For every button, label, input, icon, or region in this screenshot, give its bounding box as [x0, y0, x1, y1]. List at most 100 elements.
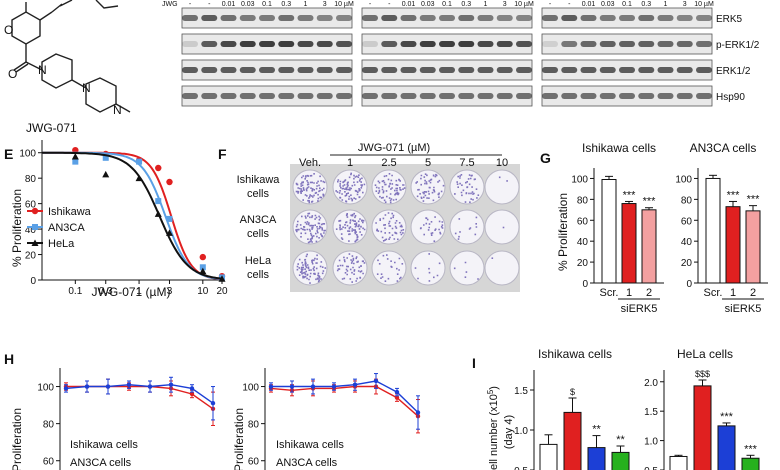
panel-i-y-tick-label: 0.5: [514, 466, 528, 470]
panel-e-y-tick-label: 60: [25, 200, 37, 211]
blot-band: [619, 67, 635, 73]
panel-e-x-tick-label: 1: [136, 286, 142, 297]
blot-band: [362, 41, 378, 47]
panel-letter-f: F: [218, 146, 227, 162]
panel-i-y-tick-label: 1.5: [644, 407, 658, 418]
panel-h-y-tick-label: 100: [242, 383, 259, 394]
panel-h-plots: 100 80 60 100 80 60: [37, 368, 421, 470]
blot-band: [259, 15, 275, 21]
blot-lane-prefix: JWG: [162, 1, 178, 8]
blot-band: [182, 15, 198, 21]
panel-e-point: [155, 198, 162, 205]
amide-n-label: N: [38, 63, 47, 77]
panel-i-significance: **: [616, 434, 625, 446]
blot-band: [657, 41, 674, 47]
blot-band: [278, 15, 295, 21]
methoxy-label: O: [4, 23, 13, 37]
panel-f-plate: [449, 209, 485, 245]
panel-h-left-ylabel: Proliferation: [10, 408, 24, 470]
panel-e-x-tick-label: 0.3: [99, 286, 113, 297]
panel-g-bar: [641, 209, 657, 284]
blot-lane-label: 0.01: [402, 1, 416, 8]
panel-g-bar: [705, 177, 721, 284]
blot-band: [561, 15, 578, 21]
panel-e-point: [165, 229, 173, 236]
blot-band: [182, 67, 198, 73]
blot-band: [496, 15, 513, 21]
blot-band: [381, 41, 398, 47]
panel-e-point: [218, 275, 226, 282]
panel-f-colonies: [295, 173, 326, 204]
panel-g-y-tick-label: 0: [582, 279, 588, 290]
blot-lane-label: 0.03: [601, 1, 615, 8]
blot-lane-label: 3: [683, 1, 687, 8]
blot-band: [201, 93, 218, 99]
blot-band: [676, 41, 693, 47]
panel-e-legend-marker: [32, 224, 38, 230]
panel-g-title: AN3CA cells: [690, 141, 757, 155]
blot-lane-label: 1: [484, 1, 488, 8]
blot-band: [259, 93, 275, 99]
blot-band: [220, 93, 237, 99]
blot-band: [439, 41, 455, 47]
panel-h-y-tick-label: 80: [43, 420, 55, 431]
panel-g-y-tick-label: 40: [577, 237, 589, 248]
blot-lane-label: -: [388, 1, 391, 8]
panel-f-column-label: Veh.: [299, 157, 321, 169]
panel-i-plots: Ishikawa cells 0.5 1.0 1.5 $ ** ** HeLa cells 0.…: [514, 347, 760, 470]
panel-g-y-tick-label: 40: [681, 237, 693, 248]
blot-lane-label: 0.3: [461, 1, 471, 8]
panel-h-y-tick-label: 80: [248, 420, 260, 431]
panel-i-bar: [611, 451, 630, 470]
panel-i-y-tick-label: 2.0: [644, 378, 658, 389]
blot-band: [316, 93, 333, 99]
panel-i-bar: [539, 443, 558, 470]
blot-row-label: Hsp90: [716, 92, 745, 103]
blot-lane-label: 10 µM: [694, 1, 714, 8]
blot-band: [182, 93, 198, 99]
panel-f-plate: [332, 250, 368, 286]
panel-f-row-label: Ishikawa: [237, 174, 281, 186]
blot-row-label: p-ERK1/2: [716, 40, 760, 51]
panel-f-colonies: [376, 254, 404, 282]
panel-g-x-label: 1: [626, 287, 632, 299]
blot-lane-label: 10 µM: [514, 1, 534, 8]
panel-f-row-label: HeLa: [245, 255, 272, 267]
panel-e-x-tick-label: 10: [197, 286, 209, 297]
blot-band: [580, 93, 597, 99]
panel-h-y-tick-label: 60: [248, 457, 260, 468]
panel-g-y-tick-label: 60: [577, 216, 589, 227]
panel-i-bar: [587, 447, 606, 470]
panel-e-ylabel: % Proliferation: [10, 189, 24, 267]
blot-lane-label: 10 µM: [334, 1, 354, 8]
blot-band: [477, 93, 494, 99]
panel-g-x-label: Scr.: [600, 287, 619, 299]
panel-f-plate: [292, 209, 328, 245]
panel-f-plate: [410, 209, 446, 245]
panel-f-colonies: [336, 253, 366, 283]
panel-h-y-tick-label: 100: [37, 383, 54, 394]
blot-band: [696, 93, 712, 99]
blot-band: [419, 15, 436, 21]
blot-band: [182, 41, 198, 47]
panel-e-fit-curve: [42, 151, 223, 280]
panel-e-point: [199, 264, 206, 271]
panel-e-x-tick-label: 3: [167, 286, 173, 297]
blot-band: [316, 41, 333, 47]
panel-e-y-tick-label: 80: [25, 174, 37, 185]
panel-f-colonies: [502, 226, 505, 229]
panel-f-colonies: [498, 176, 508, 182]
blot-band: [419, 93, 436, 99]
panel-e-point: [166, 178, 173, 186]
panel-f-colonies: [296, 253, 327, 284]
panel-h-y-tick-label: 60: [43, 457, 55, 468]
panel-f-colonies: [335, 212, 366, 243]
blot-row-label: ERK1/2: [716, 66, 751, 77]
panel-f-colonies: [375, 212, 405, 242]
blot-band: [696, 41, 712, 47]
blot-band: [400, 93, 417, 99]
blot-band: [458, 93, 475, 99]
blot-band: [638, 15, 655, 21]
panel-h-right-legend-ishikawa: Ishikawa cells: [276, 439, 344, 451]
panel-i-bar: [563, 411, 582, 470]
